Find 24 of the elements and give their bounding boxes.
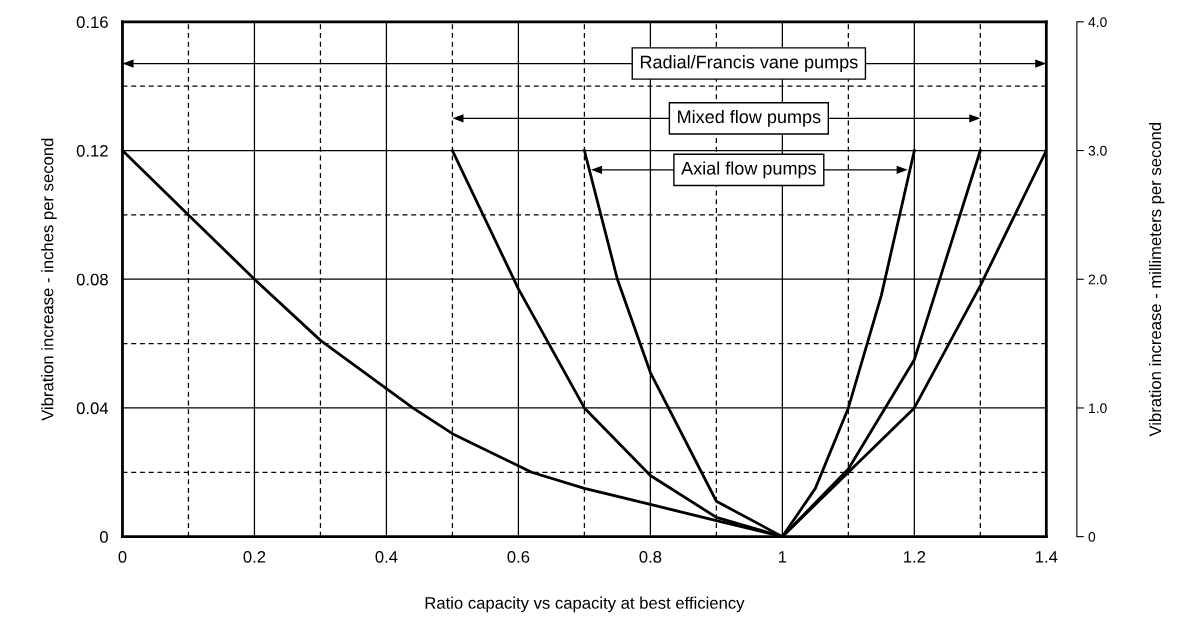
y-tick-label: 0.16: [76, 16, 108, 29]
y2-tick-label: 0: [1088, 531, 1096, 542]
annotation: Mixed flow pumps: [678, 109, 821, 127]
x-tick-label: 1: [779, 551, 787, 563]
y2-axis-title: Vibration increase - millimeters per second: [1148, 122, 1165, 437]
y2-tick-label: 2.0: [1088, 274, 1107, 285]
annotation: Radial/Francis vane pumps: [640, 55, 858, 72]
y-axis-title: Vibration increase - inches per second: [41, 138, 57, 421]
y2-tick-label: 3.0: [1088, 145, 1107, 156]
annotation: Axial flow pumps: [681, 161, 816, 179]
y-tick-label: 0.04: [76, 402, 109, 415]
x-tick-label: 0.4: [375, 550, 398, 563]
y-tick-label: 0: [99, 531, 108, 543]
x-tick-label: 1.4: [1036, 551, 1058, 563]
x-tick-label: 0.2: [243, 550, 266, 563]
x-tick-label: 0.8: [639, 550, 662, 563]
y2-tick-label: 1.0: [1089, 403, 1107, 414]
y2-tick-label: 4.0: [1088, 17, 1107, 28]
x-tick-label: 0: [118, 550, 127, 563]
y-tick-label: 0.08: [76, 273, 108, 286]
x-tick-label: 0.6: [507, 550, 530, 563]
x-tick-label: 1.2: [904, 550, 926, 563]
y-tick-label: 0.12: [76, 144, 108, 157]
x-axis-title: Ratio capacity vs capacity at best efficiency: [425, 596, 745, 613]
